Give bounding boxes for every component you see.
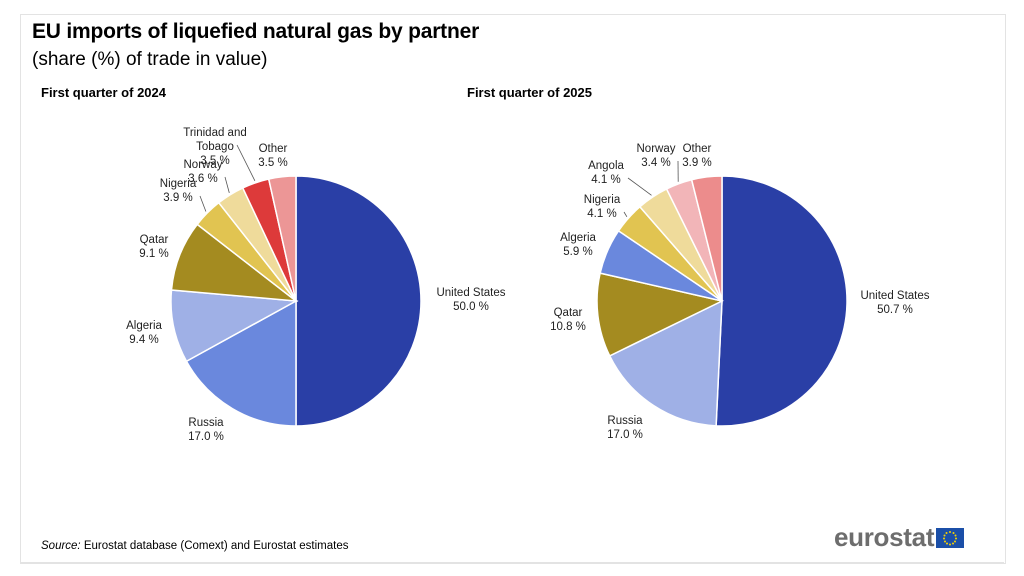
bottom-divider: [20, 562, 1004, 563]
pie-2024-label-algeria: Algeria 9.4 %: [126, 320, 162, 346]
pie-2024-leader-trinidad-and-tobago: [236, 144, 256, 181]
pie-2025-label-nigeria: Nigeria 4.1 %: [584, 194, 621, 220]
source-label: Source:: [41, 540, 81, 552]
pie-2024-label-russia: Russia 17.0 %: [188, 417, 224, 443]
pie-2024-label-qatar: Qatar 9.1 %: [139, 234, 168, 260]
eurostat-logo: eurostat: [834, 521, 965, 552]
pie-2024-label-nigeria: Nigeria 3.9 %: [160, 178, 197, 204]
pie-2024-label-trinidad-and-tobago: Trinidad and Tobago 3.5 %: [183, 127, 247, 167]
pie-2025-label-united-states: United States 50.7 %: [860, 290, 929, 316]
pie-2025-leader-nigeria: [623, 211, 628, 218]
chart-subtitle: (share (%) of trade in value): [32, 49, 268, 70]
source-text: Eurostat database (Comext) and Eurostat …: [80, 540, 349, 552]
pie-2025-leader-angola: [627, 177, 652, 196]
pie-2024-title: First quarter of 2024: [41, 85, 166, 100]
chart-title: EU imports of liquefied natural gas by p…: [32, 20, 480, 43]
pie-2025-label-algeria: Algeria 5.9 %: [560, 232, 596, 258]
pie-2025-slice-other: [690, 175, 723, 302]
pie-2025-slice-russia: [608, 299, 723, 427]
logo-text: eurostat: [834, 521, 935, 552]
pie-2025-slice-qatar: [596, 272, 725, 357]
pie-2025-title: First quarter of 2025: [467, 85, 592, 100]
pie-2025-label-other: Other 3.9 %: [682, 143, 711, 169]
pie-2024-slice-russia: [185, 299, 297, 427]
eu-flag-icon: [936, 528, 965, 548]
pie-2025-label-norway: Norway 3.4 %: [637, 143, 676, 169]
pie-2024-slice-other: [267, 175, 297, 302]
pie-2025-label-angola: Angola 4.1 %: [588, 160, 624, 186]
pie-2024-slice-united-states: [295, 175, 422, 427]
pie-2024-leader-norway: [224, 176, 230, 194]
pie-2024-label-united-states: United States 50.0 %: [436, 287, 505, 313]
source-note: Source: Eurostat database (Comext) and E…: [41, 540, 348, 552]
pie-2024-label-other: Other 3.5 %: [258, 143, 287, 169]
pie-2024-label-norway: Norway 3.6 %: [184, 159, 223, 185]
pie-2025-label-russia: Russia 17.0 %: [607, 415, 643, 441]
pie-2024-leader-nigeria: [199, 195, 207, 212]
pie-2025-label-qatar: Qatar 10.8 %: [550, 307, 586, 333]
pie-2025-slice-united-states: [715, 175, 848, 427]
